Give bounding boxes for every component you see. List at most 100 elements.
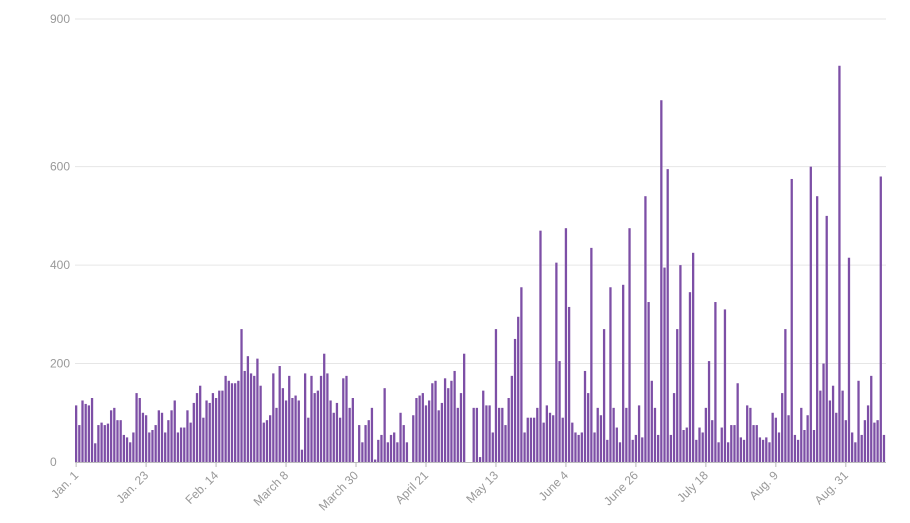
bar xyxy=(803,430,806,462)
bar xyxy=(103,425,106,462)
bar xyxy=(720,427,723,462)
bar xyxy=(75,405,78,462)
bar xyxy=(132,432,135,462)
bar xyxy=(386,442,389,462)
bar xyxy=(367,420,370,462)
bar xyxy=(730,425,733,462)
bar xyxy=(310,375,313,462)
x-tick-label: Feb. 14 xyxy=(183,468,222,507)
bar xyxy=(517,316,520,462)
bar xyxy=(555,262,558,462)
bar xyxy=(625,407,628,462)
bar xyxy=(463,353,466,462)
bar xyxy=(447,388,450,462)
x-tick-label: Aug. 9 xyxy=(747,468,782,503)
bar xyxy=(326,373,329,462)
bar xyxy=(698,427,701,462)
bar xyxy=(637,405,641,462)
bar xyxy=(733,425,736,462)
bar xyxy=(771,412,774,462)
bar xyxy=(825,215,828,462)
bar xyxy=(806,415,809,462)
bar xyxy=(237,380,240,462)
bar xyxy=(701,432,704,462)
bar xyxy=(472,407,475,462)
bar xyxy=(421,393,424,462)
x-tick-label: June 4 xyxy=(536,468,572,504)
x-tick-label: May 13 xyxy=(463,468,501,506)
bar xyxy=(539,230,542,462)
bar xyxy=(863,420,867,462)
bar xyxy=(590,247,593,462)
x-tick-label: Jan. 23 xyxy=(113,468,151,506)
bar xyxy=(113,407,116,462)
bar xyxy=(358,425,361,462)
x-tick-label: Jan. 1 xyxy=(48,468,81,501)
bar xyxy=(262,422,265,462)
bar xyxy=(170,410,173,462)
x-tick-label: June 26 xyxy=(601,468,641,508)
bar xyxy=(485,405,488,462)
bar xyxy=(281,388,285,462)
bar xyxy=(561,417,564,462)
bar xyxy=(291,398,294,462)
bar xyxy=(653,407,657,462)
bar xyxy=(265,420,269,462)
bar xyxy=(882,434,886,462)
bar xyxy=(106,423,110,462)
bar xyxy=(90,398,94,462)
bar xyxy=(94,443,97,462)
bar xyxy=(587,393,590,462)
bar xyxy=(488,405,491,462)
bar xyxy=(256,358,259,462)
x-tick-label: April 21 xyxy=(392,468,431,507)
bar xyxy=(854,442,857,462)
bar xyxy=(122,434,125,462)
bar xyxy=(857,380,860,462)
bar xyxy=(230,383,234,462)
bar xyxy=(758,437,762,462)
bar xyxy=(844,420,847,462)
bar xyxy=(714,302,717,462)
bar xyxy=(221,390,224,462)
bar xyxy=(81,400,84,462)
bar xyxy=(650,380,653,462)
bar xyxy=(536,407,539,462)
bar xyxy=(879,176,882,462)
bar xyxy=(739,437,742,462)
grid-layer xyxy=(75,18,886,365)
bar xyxy=(189,422,192,462)
bar xyxy=(157,410,160,462)
bar xyxy=(523,432,526,462)
bar xyxy=(125,437,129,462)
bar xyxy=(742,439,746,462)
bar xyxy=(84,403,87,462)
bar xyxy=(211,393,215,462)
bar xyxy=(501,407,504,462)
bar xyxy=(704,407,708,462)
y-tick-label: 0 xyxy=(50,455,57,469)
bar xyxy=(418,395,421,462)
bar xyxy=(822,363,825,462)
bar xyxy=(851,432,854,462)
bar xyxy=(612,407,615,462)
x-tick-label: March 30 xyxy=(316,468,362,514)
bar xyxy=(847,257,851,462)
bar xyxy=(796,439,800,462)
bar xyxy=(253,375,256,462)
bar xyxy=(377,439,380,462)
bar xyxy=(841,390,844,462)
bar xyxy=(520,287,523,462)
bar xyxy=(218,390,221,462)
bar xyxy=(249,373,253,462)
bar xyxy=(497,407,501,462)
bar xyxy=(726,442,730,462)
bar xyxy=(192,402,195,462)
bar xyxy=(688,292,692,462)
bar xyxy=(342,378,345,462)
bar xyxy=(345,375,348,462)
bar xyxy=(593,432,596,462)
bar xyxy=(571,422,574,462)
bar xyxy=(583,370,587,462)
y-tick-label: 600 xyxy=(50,160,70,174)
